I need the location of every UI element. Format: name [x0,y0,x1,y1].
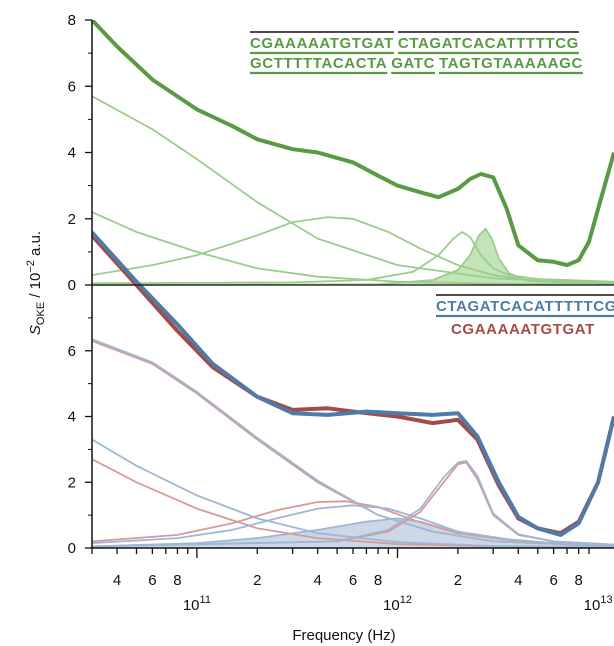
y-tick-label-top-2: 2 [68,211,76,228]
x-minor-tick-label-5: 6 [349,572,357,589]
x-minor-tick-label-6: 8 [374,572,382,589]
y-tick-label-top-8: 8 [68,12,76,29]
bottom-component-line-5 [92,500,614,548]
x-minor-tick-label-9: 6 [549,572,557,589]
y-tick-label-bottom-0: 0 [68,540,76,557]
x-minor-tick-label-1: 6 [148,572,156,589]
y-axis-title-symbol: S [27,325,44,335]
x-major-tick-label-0: 1011 [183,594,211,614]
top-spectrum-line-5 [92,20,614,268]
x-minor-tick-label-7: 2 [454,572,462,589]
top-sequence-upper-0: CGAAAAATGTGAT [250,35,394,52]
x-major-tick-mantissa-1: 10 [383,597,400,614]
x-major-tick-exponent-0: 11 [200,594,211,606]
y-tick-label-bottom-6: 6 [68,343,76,360]
panel-top [92,20,614,286]
x-axis-title: Frequency (Hz) [292,627,395,644]
y-tick-label-top-6: 6 [68,78,76,95]
bottom-component-line-6 [92,504,614,548]
y-tick-label-top-4: 4 [68,145,76,162]
x-major-tick-exponent-1: 12 [400,594,412,606]
x-minor-tick-label-8: 4 [514,572,522,589]
y-axis-title-exponent: −2 [25,260,37,273]
x-minor-tick-label-4: 4 [314,572,322,589]
bottom-component-line-1 [92,340,614,548]
bottom-spectrum-line-10 [92,231,614,537]
y-axis-title-unit: / 10 [27,273,44,302]
y-tick-label-bottom-4: 4 [68,409,76,426]
top-component-line-3 [92,216,614,285]
bottom-sequence-lower-0: CGAAAAATGTGAT [451,321,595,338]
y-tick-label-top-0: 0 [68,277,76,294]
x-minor-tick-label-10: 8 [575,572,583,589]
top-component-line-1 [92,95,614,285]
bottom-component-line-2 [92,338,614,548]
y-tick-label-bottom-2: 2 [68,474,76,491]
x-minor-tick-label-3: 2 [253,572,261,589]
series-layer [92,20,614,548]
y-axis-title-au: a.u. [27,231,44,260]
x-minor-tick-label-0: 4 [113,572,121,589]
y-axis-title: SOKE / 10−2 a.u. [25,231,47,335]
x-major-tick-mantissa-2: 10 [584,597,601,614]
panel-bottom [92,231,614,548]
x-minor-tick-label-2: 8 [173,572,181,589]
top-sequence-lower-0: GCTTTTTACACTA [250,55,387,72]
x-major-tick-label-1: 1012 [383,594,412,614]
x-major-tick-label-2: 1013 [584,594,613,614]
top-component-line-4 [92,230,614,285]
x-major-tick-exponent-2: 13 [600,594,612,606]
bottom-component-line-8 [92,459,614,548]
y-axis-title-subscript: OKE [35,302,47,325]
top-component-line-2 [92,211,614,286]
axes-layer [85,19,614,558]
top-sequence-upper-1: CTAGATCACATTTTTCG [398,35,579,52]
top-shaded-area [92,228,614,285]
bottom-sequence-upper-0: CTAGATCACATTTTTCG [436,298,614,315]
sequence-layer: CGAAAAATGTGAT CTAGATCACATTTTTCGGCTTTTTACA… [250,31,614,338]
bottom-component-line-4 [92,438,614,548]
x-major-tick-mantissa-0: 10 [183,597,200,614]
top-sequence-lower-1: GATC [391,55,435,72]
top-sequence-lower-2: TAGTGTAAAAAGC [439,55,583,72]
